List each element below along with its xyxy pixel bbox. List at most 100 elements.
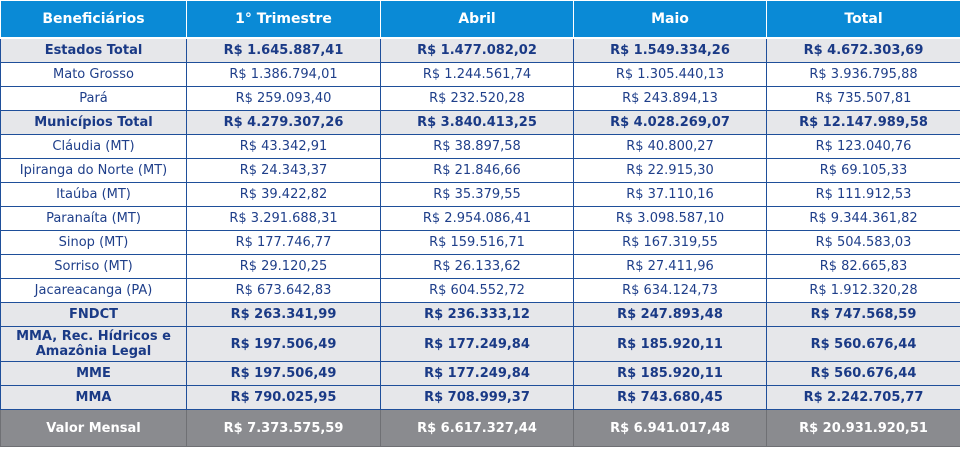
cell-abril: R$ 159.516,71 xyxy=(380,230,574,255)
row-label: Ipiranga do Norte (MT) xyxy=(0,158,187,183)
cell-1-trimestre: R$ 263.341,99 xyxy=(186,302,381,327)
cell-1-trimestre: R$ 3.291.688,31 xyxy=(186,206,381,231)
cell-abril: R$ 1.244.561,74 xyxy=(380,62,574,87)
row-label: Jacareacanga (PA) xyxy=(0,278,187,303)
table-row-municipios-total: Municípios Total R$ 4.279.307,26 R$ 3.84… xyxy=(0,110,960,135)
table-row-mme: MME R$ 197.506,49 R$ 177.249,84 R$ 185.9… xyxy=(0,361,960,386)
row-label: MMA xyxy=(0,385,187,410)
cell-maio: R$ 167.319,55 xyxy=(573,230,767,255)
cell-maio: R$ 4.028.269,07 xyxy=(573,110,767,135)
cell-1-trimestre: R$ 197.506,49 xyxy=(186,361,381,386)
row-label: Estados Total xyxy=(0,37,187,63)
row-label: Itaúba (MT) xyxy=(0,182,187,207)
cell-maio: R$ 634.124,73 xyxy=(573,278,767,303)
table-row-sinop: Sinop (MT) R$ 177.746,77 R$ 159.516,71 R… xyxy=(0,230,960,255)
cell-total: R$ 12.147.989,58 xyxy=(766,110,960,135)
cell-abril: R$ 177.249,84 xyxy=(380,326,574,362)
header-row: Beneficiários 1° Trimestre Abril Maio To… xyxy=(0,0,960,39)
row-label: Sinop (MT) xyxy=(0,230,187,255)
table-row-claudia: Cláudia (MT) R$ 43.342,91 R$ 38.897,58 R… xyxy=(0,134,960,159)
cell-abril: R$ 26.133,62 xyxy=(380,254,574,279)
table-row-mma: MMA R$ 790.025,95 R$ 708.999,37 R$ 743.6… xyxy=(0,385,960,410)
cell-1-trimestre: R$ 259.093,40 xyxy=(186,86,381,111)
cell-total: R$ 2.242.705,77 xyxy=(766,385,960,410)
cell-1-trimestre: R$ 1.645.887,41 xyxy=(186,37,381,63)
table-row-para: Pará R$ 259.093,40 R$ 232.520,28 R$ 243.… xyxy=(0,86,960,111)
cell-abril: R$ 3.840.413,25 xyxy=(380,110,574,135)
cell-1-trimestre: R$ 177.746,77 xyxy=(186,230,381,255)
cell-abril: R$ 35.379,55 xyxy=(380,182,574,207)
row-label: MME xyxy=(0,361,187,386)
cell-maio: R$ 40.800,27 xyxy=(573,134,767,159)
table-row-valor-mensal: Valor Mensal R$ 7.373.575,59 R$ 6.617.32… xyxy=(0,409,960,447)
cell-total: R$ 4.672.303,69 xyxy=(766,37,960,63)
row-label: MMA, Rec. Hídricos e Amazônia Legal xyxy=(0,326,187,362)
cell-total: R$ 504.583,03 xyxy=(766,230,960,255)
header-total: Total xyxy=(766,0,960,39)
cell-total: R$ 3.936.795,88 xyxy=(766,62,960,87)
cell-total: R$ 111.912,53 xyxy=(766,182,960,207)
table-row-itauba: Itaúba (MT) R$ 39.422,82 R$ 35.379,55 R$… xyxy=(0,182,960,207)
row-label: Pará xyxy=(0,86,187,111)
table-row-paranaita: Paranaíta (MT) R$ 3.291.688,31 R$ 2.954.… xyxy=(0,206,960,231)
cell-abril: R$ 38.897,58 xyxy=(380,134,574,159)
cell-abril: R$ 21.846,66 xyxy=(380,158,574,183)
row-label: Cláudia (MT) xyxy=(0,134,187,159)
header-abril: Abril xyxy=(380,0,574,39)
cell-abril: R$ 2.954.086,41 xyxy=(380,206,574,231)
cell-1-trimestre: R$ 1.386.794,01 xyxy=(186,62,381,87)
cell-total: R$ 82.665,83 xyxy=(766,254,960,279)
header-1-trimestre: 1° Trimestre xyxy=(186,0,381,39)
cell-abril: R$ 1.477.082,02 xyxy=(380,37,574,63)
table-row-sorriso: Sorriso (MT) R$ 29.120,25 R$ 26.133,62 R… xyxy=(0,254,960,279)
cell-1-trimestre: R$ 673.642,83 xyxy=(186,278,381,303)
cell-abril: R$ 232.520,28 xyxy=(380,86,574,111)
table-body: Estados Total R$ 1.645.887,41 R$ 1.477.0… xyxy=(0,37,960,447)
cell-1-trimestre: R$ 197.506,49 xyxy=(186,326,381,362)
cell-maio: R$ 185.920,11 xyxy=(573,361,767,386)
row-label: Mato Grosso xyxy=(0,62,187,87)
cell-abril: R$ 236.333,12 xyxy=(380,302,574,327)
cell-abril: R$ 6.617.327,44 xyxy=(380,409,574,447)
row-label: Valor Mensal xyxy=(0,409,187,447)
cell-maio: R$ 247.893,48 xyxy=(573,302,767,327)
table-row-fndct: FNDCT R$ 263.341,99 R$ 236.333,12 R$ 247… xyxy=(0,302,960,327)
table-row-ipiranga-do-norte: Ipiranga do Norte (MT) R$ 24.343,37 R$ 2… xyxy=(0,158,960,183)
table-row-jacareacanga: Jacareacanga (PA) R$ 673.642,83 R$ 604.5… xyxy=(0,278,960,303)
cell-maio: R$ 743.680,45 xyxy=(573,385,767,410)
cell-abril: R$ 177.249,84 xyxy=(380,361,574,386)
cell-maio: R$ 37.110,16 xyxy=(573,182,767,207)
cell-1-trimestre: R$ 7.373.575,59 xyxy=(186,409,381,447)
cell-total: R$ 123.040,76 xyxy=(766,134,960,159)
cell-abril: R$ 708.999,37 xyxy=(380,385,574,410)
cell-total: R$ 735.507,81 xyxy=(766,86,960,111)
cell-maio: R$ 185.920,11 xyxy=(573,326,767,362)
row-label: Paranaíta (MT) xyxy=(0,206,187,231)
cell-maio: R$ 22.915,30 xyxy=(573,158,767,183)
header-beneficiarios: Beneficiários xyxy=(0,0,187,39)
cell-total: R$ 9.344.361,82 xyxy=(766,206,960,231)
beneficiaries-table: Beneficiários 1° Trimestre Abril Maio To… xyxy=(0,0,960,447)
row-label: FNDCT xyxy=(0,302,187,327)
cell-total: R$ 69.105,33 xyxy=(766,158,960,183)
header-maio: Maio xyxy=(573,0,767,39)
table-row-mato-grosso: Mato Grosso R$ 1.386.794,01 R$ 1.244.561… xyxy=(0,62,960,87)
cell-total: R$ 560.676,44 xyxy=(766,361,960,386)
cell-total: R$ 1.912.320,28 xyxy=(766,278,960,303)
cell-maio: R$ 3.098.587,10 xyxy=(573,206,767,231)
row-label: Sorriso (MT) xyxy=(0,254,187,279)
cell-total: R$ 747.568,59 xyxy=(766,302,960,327)
cell-1-trimestre: R$ 790.025,95 xyxy=(186,385,381,410)
cell-abril: R$ 604.552,72 xyxy=(380,278,574,303)
cell-maio: R$ 1.549.334,26 xyxy=(573,37,767,63)
cell-1-trimestre: R$ 39.422,82 xyxy=(186,182,381,207)
row-label: Municípios Total xyxy=(0,110,187,135)
cell-1-trimestre: R$ 24.343,37 xyxy=(186,158,381,183)
cell-maio: R$ 1.305.440,13 xyxy=(573,62,767,87)
table-row-estados-total: Estados Total R$ 1.645.887,41 R$ 1.477.0… xyxy=(0,37,960,63)
cell-1-trimestre: R$ 43.342,91 xyxy=(186,134,381,159)
cell-maio: R$ 6.941.017,48 xyxy=(573,409,767,447)
table-row-mma-recursos-hidricos: MMA, Rec. Hídricos e Amazônia Legal R$ 1… xyxy=(0,326,960,362)
cell-1-trimestre: R$ 29.120,25 xyxy=(186,254,381,279)
cell-total: R$ 20.931.920,51 xyxy=(766,409,960,447)
